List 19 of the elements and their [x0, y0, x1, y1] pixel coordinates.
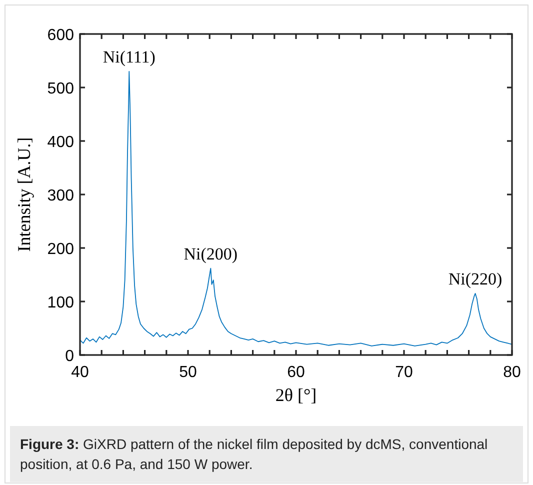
y-tick-label: 0 — [65, 348, 74, 365]
annotation: Ni(111) — [102, 47, 156, 66]
y-tick-label: 600 — [47, 27, 74, 44]
x-axis-title: 2θ [°] — [275, 385, 317, 405]
caption: Figure 3: GiXRD pattern of the nickel film deposited by dcMS, conventional position, at 0.6 Pa, and 150 W power. — [20, 435, 489, 474]
annotation: Ni(220) — [448, 269, 502, 288]
y-tick-label: 300 — [47, 188, 74, 204]
x-tick-label: 70 — [395, 364, 413, 381]
x-tick-label: 80 — [503, 364, 521, 381]
line-series — [80, 71, 512, 346]
x-tick-label: 50 — [179, 364, 197, 381]
x-tick-label: 40 — [71, 364, 89, 381]
y-tick-label: 500 — [47, 80, 74, 98]
y-tick-label: 200 — [47, 241, 74, 258]
y-tick-label: 400 — [47, 134, 74, 151]
y-axis-title: Intensity [A.U.] — [14, 137, 34, 252]
y-tick-label: 100 — [47, 294, 74, 312]
annotation: Ni(200) — [184, 244, 238, 264]
x-tick-label: 60 — [287, 364, 305, 381]
